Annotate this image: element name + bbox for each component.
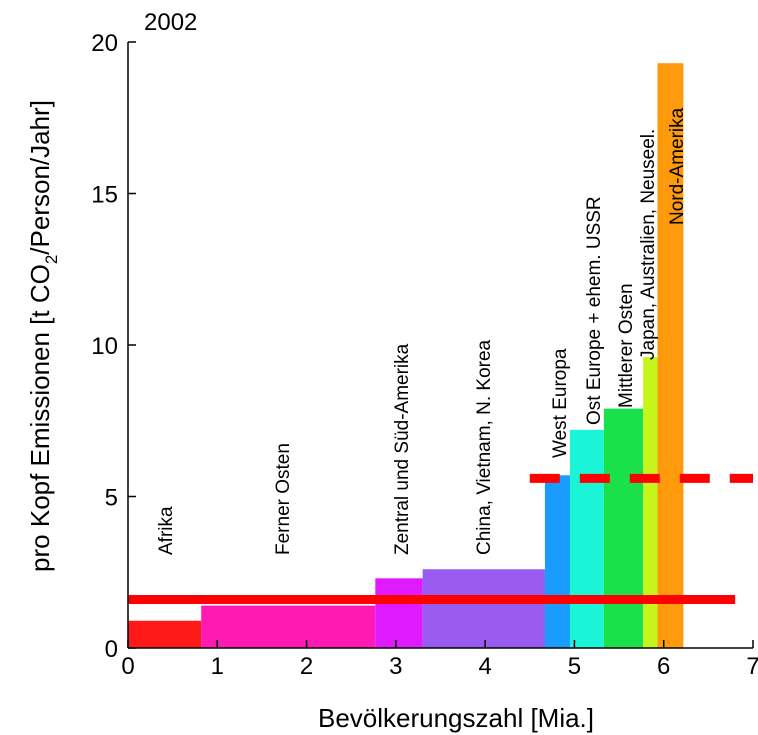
region-bar-4 bbox=[544, 475, 570, 648]
region-bar-5 bbox=[569, 429, 604, 648]
region-label: Zentral und Süd-Amerika bbox=[392, 343, 413, 555]
region-bar-0 bbox=[128, 620, 202, 648]
regions-layer bbox=[128, 63, 684, 648]
y-axis-label-main: pro Kopf Emissionen [t CO bbox=[25, 264, 55, 572]
x-axis-label: Bevölkerungszahl [Mia.] bbox=[318, 703, 594, 733]
y-axis-label: pro Kopf Emissionen [t CO2/Person/Jahr] bbox=[25, 100, 61, 572]
y-tick-label: 20 bbox=[91, 30, 118, 57]
region-bar-6 bbox=[603, 408, 644, 648]
region-labels-layer: Afrika Ferner Osten Zentral und Süd-Amerik… bbox=[156, 107, 688, 555]
x-tick-label: 1 bbox=[211, 653, 224, 680]
region-label: West Europa bbox=[550, 348, 571, 458]
region-label: China, Vietnam, N. Korea bbox=[474, 339, 495, 555]
y-axis-label-subscript: 2 bbox=[42, 255, 61, 264]
x-tick-label: 6 bbox=[657, 653, 670, 680]
y-tick-label: 15 bbox=[91, 182, 118, 209]
region-bar-3 bbox=[422, 569, 545, 648]
region-bar-8 bbox=[657, 63, 684, 648]
region-bar-2 bbox=[375, 578, 423, 648]
ticks-layer: 0 1 2 3 4 5 6 7 0 5 10 15 20 bbox=[91, 30, 758, 680]
y-tick-label: 0 bbox=[105, 636, 118, 663]
x-tick-label: 4 bbox=[478, 653, 491, 680]
x-tick-label: 5 bbox=[568, 653, 581, 680]
region-bar-1 bbox=[201, 605, 376, 648]
y-axis-label-rest: /Person/Jahr] bbox=[25, 100, 55, 255]
region-label: Japan, Australien, Neuseel. bbox=[638, 129, 659, 360]
y-tick-label: 5 bbox=[105, 485, 118, 512]
y-tick-label: 10 bbox=[91, 333, 118, 360]
region-label: Afrika bbox=[156, 506, 177, 555]
x-tick-label: 3 bbox=[389, 653, 402, 680]
region-label: Ferner Osten bbox=[273, 443, 294, 555]
region-label: Ost Europe + ehem. USSR bbox=[584, 196, 605, 425]
reference-lines-layer bbox=[128, 473, 753, 605]
chart-title: 2002 bbox=[144, 9, 197, 36]
x-tick-label: 7 bbox=[746, 653, 758, 680]
region-bar-7 bbox=[643, 357, 658, 648]
region-label: Mittlerer Osten bbox=[616, 283, 637, 408]
x-tick-label: 0 bbox=[121, 653, 134, 680]
x-tick-label: 2 bbox=[300, 653, 313, 680]
region-label: Nord-Amerika bbox=[667, 107, 688, 225]
